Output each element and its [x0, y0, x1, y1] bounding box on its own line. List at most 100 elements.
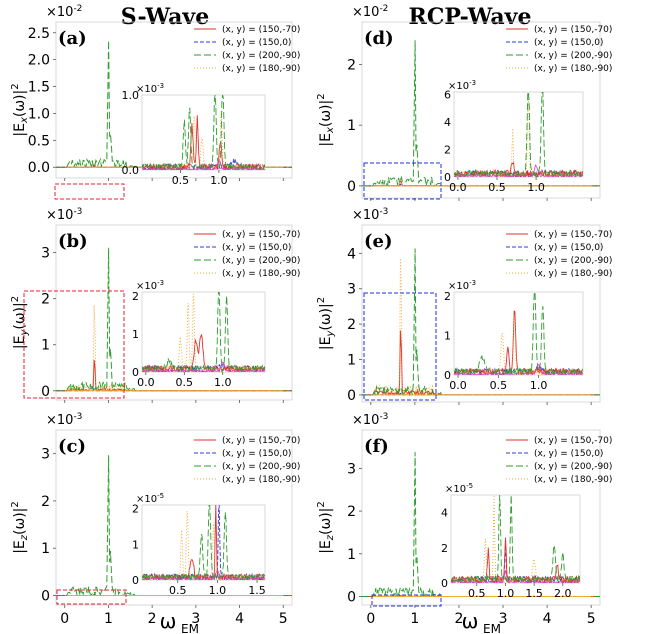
y-axis-label-sup: 2 [10, 501, 21, 507]
x-tick-label: 3 [499, 611, 508, 627]
y-tick-label: 0 [347, 388, 356, 404]
zoom-region-box [23, 290, 125, 399]
inset-y-tick-label: 6 [444, 89, 451, 102]
x-tick-label: 1 [410, 611, 419, 627]
x-tick-label: 4 [543, 611, 552, 627]
legend-entry: (x, y) = (180,-90) [222, 269, 300, 279]
legend-entry: (x, y) = (200,-90) [222, 256, 300, 266]
inset-y-tick-label: 0 [132, 366, 139, 379]
x-tick-label: 0 [60, 611, 69, 627]
plot-frame [55, 224, 293, 401]
y-exponent-label: ×10-3 [352, 207, 388, 223]
inset-series-line-3 [454, 92, 583, 177]
inset-series-line-3 [454, 292, 583, 375]
y-axis-label-tail: (ω)| [12, 90, 28, 117]
inset-exponent-label: ×10-3 [448, 279, 476, 292]
inset-series-line-aux [142, 159, 265, 170]
y-axis-label-sub: x [325, 127, 336, 134]
zoom-region-box [56, 589, 127, 605]
inset-x-tick-label: 1.5 [525, 587, 543, 600]
panel-label: (c) [58, 436, 86, 457]
inset-y-tick-label: 2 [132, 503, 139, 516]
legend-entry: (x, y) = (180,-90) [534, 269, 612, 279]
panel-b: 0 1 2 3 ×10-3 |Ey(ω)|2 (b) (x, y) = (150,-70) (x… [10, 207, 300, 403]
inset-y-tick-label: 2 [132, 290, 139, 303]
inset-y-tick-label: 1.0 [122, 89, 140, 102]
y-tick-label: 0 [41, 589, 50, 605]
x-axis-label-left: ω EM [160, 609, 199, 634]
inset-y-tick-label: 0 [444, 369, 451, 382]
panel-grid: 0.00.51.01.52.02.5×10-2|Ex(ω)|2(a) (x, y)… [10, 4, 612, 627]
x-tick-label: 5 [279, 611, 288, 627]
inset-curves [454, 92, 583, 177]
inset-exponent-power: -5 [157, 492, 164, 500]
inset-x-tick-label: 0.0 [449, 181, 467, 194]
legend-entry: (x, y) = (150,-70) [534, 230, 612, 240]
inset-x-tick-label: 1.0 [209, 584, 227, 597]
inset-curves [454, 292, 583, 375]
y-tick-label: 3 [347, 461, 356, 477]
zoom-region-box [363, 292, 437, 401]
y-tick-label: 2 [41, 292, 50, 308]
legend-entry: (x, v) = (180,-90) [534, 475, 612, 485]
inset-curves [142, 292, 265, 372]
x-tick-label: 1 [104, 611, 113, 627]
inset-a: 0.01.00.5 1.0×10-3 [122, 82, 266, 187]
inset-f: 0 2 4 0.5 1.0 1.5 2.0 ×10-5 [441, 482, 581, 600]
plot-frame [55, 21, 293, 179]
inset-x-tick-label: 0.5 [176, 376, 194, 389]
y-exponent-label: ×10-3 [46, 207, 82, 223]
inset-x-tick-label: 0.0 [137, 376, 155, 389]
inset-exponent-label: ×10-5 [136, 492, 164, 505]
inset-x-tick-label: 0.0 [449, 379, 467, 392]
inset-series-line-4 [142, 293, 265, 372]
y-axis-label: |Ez(ω)|2 [10, 501, 30, 554]
inset-series-line-aux [451, 570, 580, 583]
y-tick-label: 2 [41, 494, 50, 510]
y-tick-label: 2.5 [28, 26, 50, 42]
y-axis-label-head: |E [318, 540, 334, 554]
y-tick-label: 1.5 [28, 80, 50, 96]
x-axis-label-right: ω EM [462, 609, 501, 634]
x-axis-label-omega: ω [160, 609, 177, 633]
panel-label: (b) [58, 231, 88, 252]
plot-frame [55, 429, 293, 606]
y-tick-label: 4 [347, 246, 356, 262]
legend-entry: (x, y) = (200,-90) [222, 51, 300, 61]
inset-e: 0 1 2 0.0 0.5 1.0 ×10-3 [444, 279, 584, 392]
inset-exponent-power: -3 [157, 82, 164, 90]
column-title-s-wave: S-Wave [121, 4, 209, 30]
inset-exponent-label: ×10-5 [445, 482, 473, 495]
y-tick-label: 0 [347, 179, 356, 195]
inset-x-tick-label: 0.5 [490, 379, 508, 392]
y-axis-label: |Ez(ω)|2 [316, 501, 336, 554]
plot-frame [361, 224, 601, 403]
y-axis-label-sup: 2 [316, 501, 327, 507]
inset-x-tick-label: 1.0 [210, 174, 228, 187]
y-axis-label-tail: (ω)| [12, 508, 28, 535]
inset-x-tick-label: 0.5 [169, 584, 187, 597]
panel-label: (d) [364, 28, 394, 49]
inset-x-tick-label: 0.5 [488, 181, 506, 194]
y-tick-label: 1 [347, 353, 356, 369]
x-tick-label: 0 [366, 611, 375, 627]
inset-x-tick-label: 1.0 [497, 587, 515, 600]
legend-entry: (x, y) = (200,-90) [534, 462, 612, 472]
y-axis-label-head: |E [12, 540, 28, 554]
inset-frame [453, 91, 584, 178]
inset-y-tick-label: 0 [441, 577, 448, 590]
inset-frame [141, 94, 266, 171]
y-axis-label-tail: (ω)| [12, 302, 28, 329]
inset-series-line-aux [142, 361, 265, 372]
y-exponent-power: -3 [379, 412, 388, 422]
legend-entry: (x, y) = (200,-90) [534, 51, 612, 61]
legend-entry: (x, y) = (150,0) [534, 449, 603, 459]
x-tick-label: 3 [191, 611, 200, 627]
y-axis-label: |Ey(ω)|2 [316, 297, 336, 350]
inset-exponent-power: -3 [469, 79, 476, 87]
y-tick-label: 1 [347, 118, 356, 134]
y-tick-label: 3 [41, 447, 50, 463]
inset-x-tick-label: 0.5 [468, 587, 486, 600]
